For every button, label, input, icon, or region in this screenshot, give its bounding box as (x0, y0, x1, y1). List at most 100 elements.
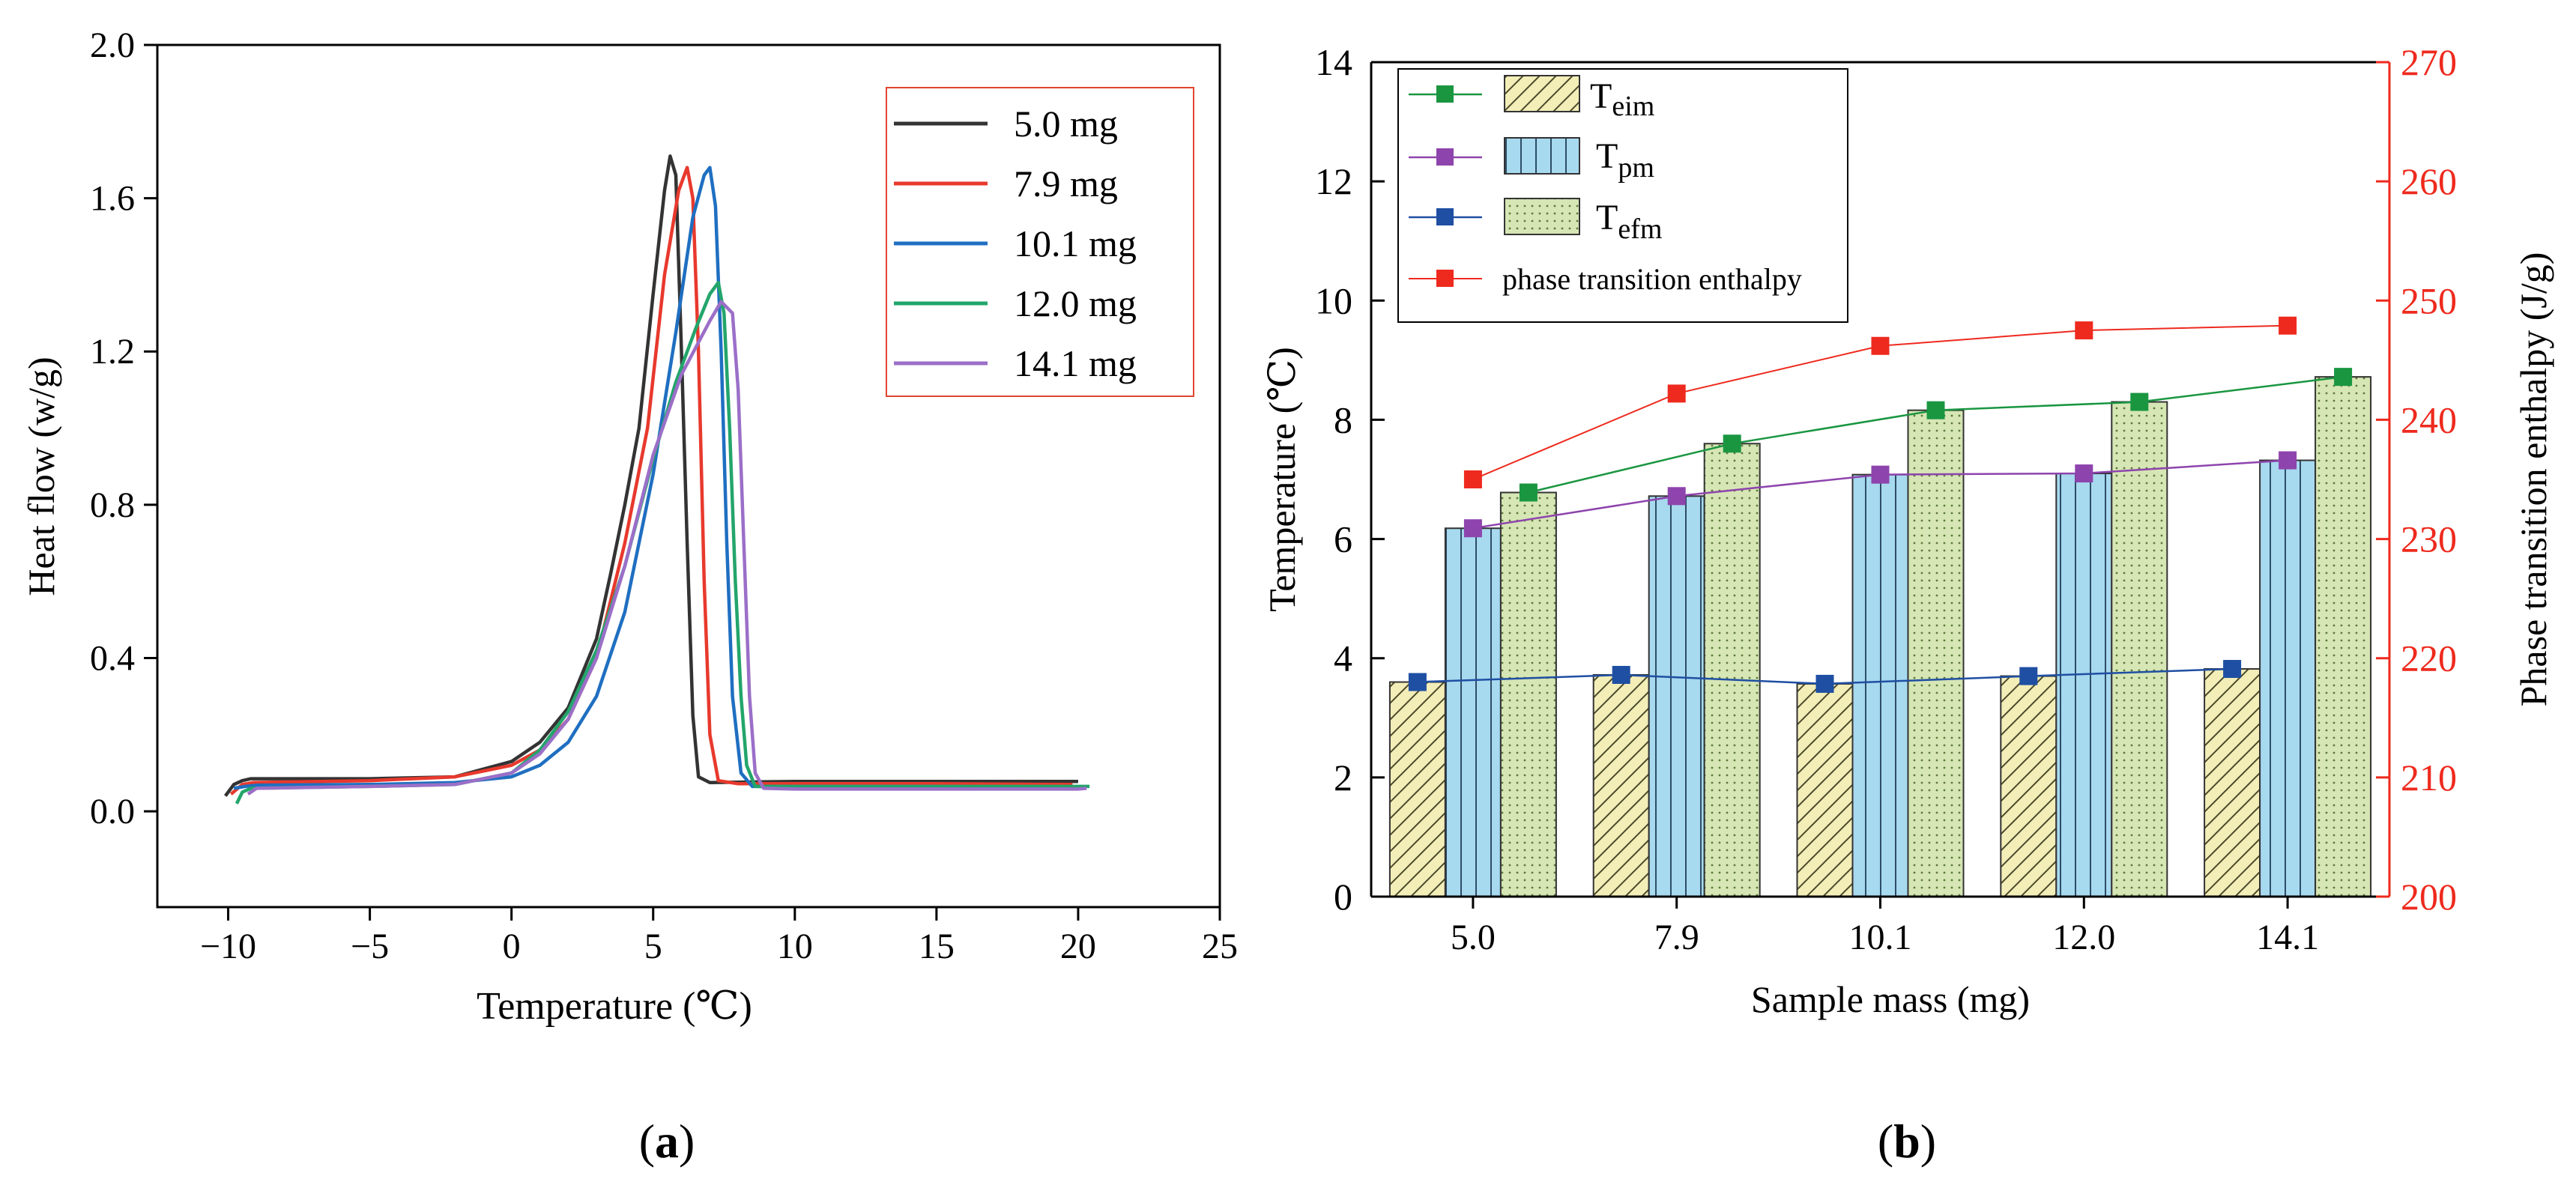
left-y-tick-label: 14 (1315, 41, 1352, 83)
point-tpm (1871, 465, 1890, 484)
left-y-tick-label: 4 (1334, 637, 1352, 679)
panel-b-legend: Teim Tpm Tefm phase transition enthalpy (1397, 68, 1848, 323)
legend-label: 10.1 mg (1014, 222, 1137, 264)
legend-enthalpy-label: phase transition enthalpy (1502, 262, 1802, 296)
right-y-tick-label: 250 (2401, 279, 2457, 321)
bar-teim-14.1 (2204, 668, 2261, 898)
heat-flow-series-10-1-mg (233, 166, 1078, 790)
right-y-tick-label: 270 (2401, 41, 2457, 83)
point-teim (1519, 483, 1538, 502)
legend-tefm-marker (1436, 208, 1454, 225)
y-tick-label: 1.6 (90, 179, 135, 219)
bar-tefm-5.0 (1499, 491, 1557, 897)
right-y-tick-label: 240 (2401, 398, 2457, 440)
heat-flow-series-14-1-mg (247, 300, 1087, 795)
panel-a-y-axis-label: Heat flow (w/g) (20, 357, 62, 595)
bar-tefm-7.9 (1703, 443, 1761, 897)
y-tick-label: 1.2 (90, 332, 135, 372)
point-teim (2334, 368, 2353, 387)
bar-teim-7.9 (1592, 673, 1650, 897)
point-phase-transition-enthalpy (1871, 336, 1890, 355)
point-teim (1926, 401, 1945, 419)
panel-a-legend: 5.0 mg 7.9 mg 10.1 mg 12.0 mg 14.1 mg (886, 87, 1194, 397)
right-y-tick-label: 260 (2401, 160, 2457, 202)
panel-b-chart: 0 2 4 6 8 10 12 14 200 210 220 230 240 250 260 270 5.0 7.… (1261, 41, 2554, 1020)
point-phase-transition-enthalpy (2075, 321, 2093, 340)
x-tick-label: 20 (1060, 927, 1096, 966)
point-tefm (1612, 665, 1630, 684)
left-y-tick-label: 10 (1315, 279, 1352, 321)
left-y-tick-label: 6 (1334, 518, 1352, 560)
legend-label: 14.1 mg (1014, 342, 1137, 384)
panel-a-chart: −10 −5 0 5 10 15 20 25 0.0 0.4 0.8 1.2 1.6 2.0 Heat f… (20, 25, 1238, 1028)
panel-a-axes-frame (156, 43, 1221, 909)
heat-flow-series-7-9-mg (229, 166, 1073, 795)
point-teim (1723, 434, 1741, 453)
legend-label: 7.9 mg (1014, 163, 1118, 204)
right-y-tick-label: 230 (2401, 518, 2457, 560)
left-y-tick-label: 0 (1334, 876, 1352, 918)
right-y-tick-label: 200 (2401, 876, 2457, 918)
point-tefm (1408, 673, 1427, 691)
legend-tpm-label: Tpm (1596, 136, 1654, 184)
x-tick-label: 0 (503, 927, 521, 966)
point-phase-transition-enthalpy (1667, 384, 1686, 403)
right-y-tick-label: 210 (2401, 757, 2457, 798)
point-tpm (2075, 464, 2093, 483)
point-phase-transition-enthalpy (2279, 316, 2297, 335)
legend-tefm-label: Tefm (1596, 198, 1662, 245)
legend-tpm-marker (1436, 148, 1454, 166)
heat-flow-series-5-0-mg (223, 154, 1078, 797)
bar-teim-12.0 (2000, 675, 2058, 897)
y-tick-label: 0.0 (90, 792, 135, 831)
left-y-tick-label: 2 (1334, 757, 1352, 798)
x-tick-label: 15 (919, 927, 955, 966)
legend-enthalpy-marker (1436, 270, 1454, 287)
bar-tefm-12.0 (2111, 401, 2168, 897)
bar-tpm-10.1 (1851, 473, 1909, 897)
point-phase-transition-enthalpy (1463, 470, 1482, 488)
panel-a-caption: (a) (639, 1115, 695, 1168)
x-tick-label: 5 (644, 927, 662, 966)
legend-teim-marker (1436, 85, 1454, 103)
x-tick-label: 5.0 (1451, 918, 1496, 957)
bar-tpm-12.0 (2055, 473, 2113, 897)
point-teim (2130, 393, 2149, 411)
panel-b-legend-box (1397, 68, 1848, 323)
point-tpm (1667, 487, 1686, 506)
bar-tefm-10.1 (1907, 409, 1965, 897)
x-tick-label: 7.9 (1654, 918, 1699, 957)
panel-a-x-axis-label: Temperature (℃) (477, 985, 752, 1028)
bar-tpm-14.1 (2259, 459, 2317, 897)
left-y-tick-label: 8 (1334, 398, 1352, 440)
right-y-tick-label: 220 (2401, 637, 2457, 679)
x-tick-label: 14.1 (2256, 918, 2319, 957)
x-tick-label: 10 (777, 927, 813, 966)
y-tick-label: 2.0 (90, 25, 135, 65)
legend-tpm-swatch (1504, 137, 1580, 175)
point-tefm (1815, 674, 1834, 693)
point-tpm (1463, 519, 1482, 538)
point-tpm (2279, 451, 2297, 470)
y-tick-label: 0.8 (90, 485, 135, 525)
x-tick-label: 12.0 (2052, 918, 2115, 957)
x-tick-label: 25 (1202, 927, 1238, 966)
panel-b-right-y-axis-label: Phase transition enthalpy (J/g) (2512, 252, 2554, 707)
y-tick-label: 0.4 (90, 638, 135, 678)
legend-teim-label: Teim (1590, 76, 1654, 122)
bar-teim-5.0 (1388, 681, 1446, 897)
bar-tpm-5.0 (1444, 527, 1502, 898)
left-y-tick-label: 12 (1315, 160, 1352, 202)
bar-tpm-7.9 (1648, 495, 1705, 897)
point-tefm (2223, 660, 2242, 679)
bar-teim-10.1 (1796, 682, 1854, 897)
panel-b-x-axis-label: Sample mass (mg) (1751, 978, 2030, 1020)
panel-b-caption: (b) (1878, 1115, 1936, 1168)
x-tick-label: −10 (200, 927, 256, 966)
legend-tefm-swatch (1504, 198, 1580, 235)
x-tick-label: −5 (351, 927, 389, 966)
point-tefm (2019, 667, 2038, 685)
bar-tefm-14.1 (2315, 376, 2372, 897)
panel-b-y-axis-label: Temperature (℃) (1261, 347, 1303, 612)
legend-label: 12.0 mg (1014, 282, 1137, 324)
